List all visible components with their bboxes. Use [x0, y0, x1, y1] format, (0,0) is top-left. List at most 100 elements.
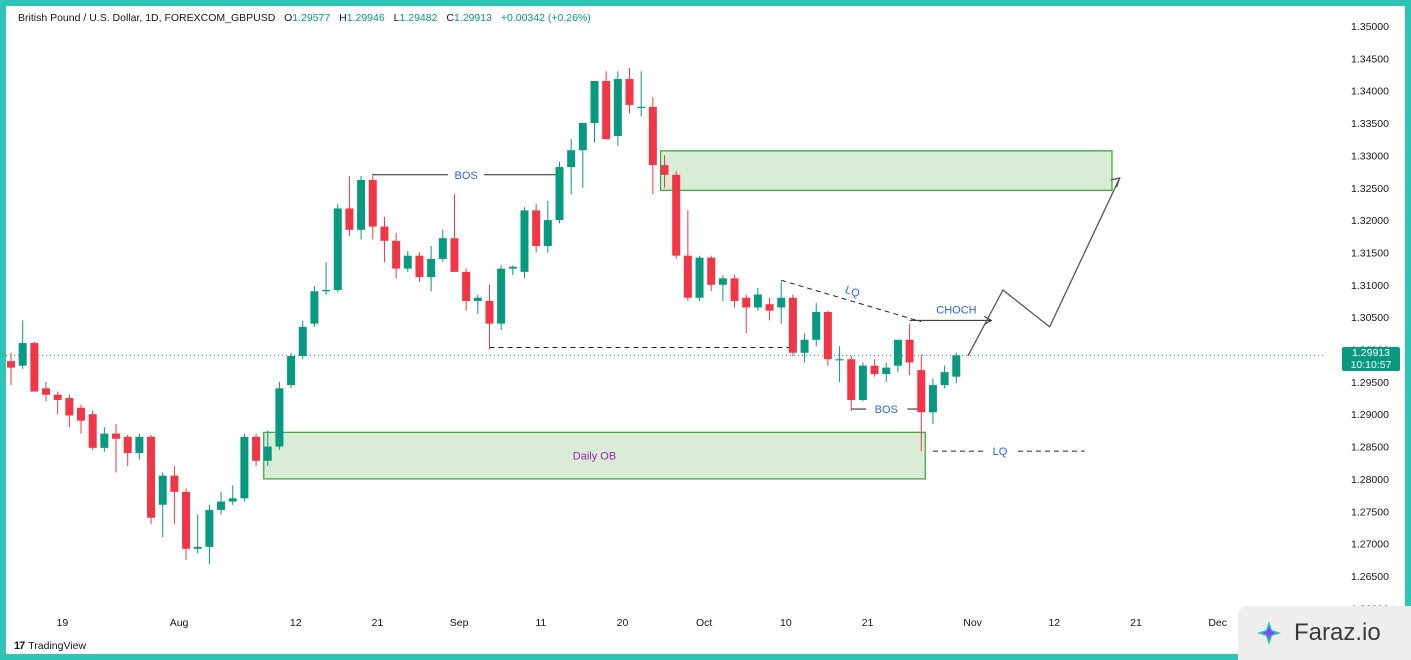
candle-body: [322, 289, 331, 292]
candle-body: [847, 359, 856, 400]
candle-body: [555, 167, 564, 221]
x-tick-label: 11: [535, 617, 546, 629]
open-label: O: [284, 12, 293, 24]
y-tick-label: 1.29500: [1351, 377, 1389, 389]
x-tick-label: Sep: [450, 617, 469, 629]
candle-body: [485, 300, 494, 324]
tradingview-logo[interactable]: 17 TradingView: [14, 640, 86, 652]
y-tick-label: 1.31000: [1351, 280, 1389, 292]
candle-body: [100, 433, 109, 448]
x-tick-label: Oct: [696, 617, 712, 629]
candle-body: [648, 106, 657, 166]
price-chart[interactable]: Daily OB BOS LQ CHOCH BOS LQ 1.35000 1.34500 1.3…: [6, 6, 1405, 654]
candle-body: [77, 407, 86, 421]
y-tick-label: 1.31500: [1351, 247, 1389, 259]
candle-body: [893, 339, 902, 366]
candle-body: [952, 355, 961, 377]
candle-body: [613, 79, 622, 136]
candle-body: [917, 370, 926, 413]
candle-body: [392, 240, 401, 269]
candle-body: [730, 278, 739, 301]
y-tick-label: 1.29000: [1351, 409, 1389, 421]
candle-body: [940, 372, 949, 386]
candle-body: [707, 257, 716, 285]
bar-countdown: 10:10:57: [1350, 359, 1392, 371]
last-price-tag: 1.29913 10:10:57: [1342, 347, 1400, 371]
x-tick-label: 20: [617, 617, 629, 629]
candle-body: [135, 436, 144, 454]
close-label: C: [446, 12, 454, 24]
candle-body: [870, 365, 879, 375]
candle-body: [217, 501, 226, 510]
candle-body: [333, 208, 342, 290]
candle-body: [788, 297, 797, 353]
candle-body: [508, 266, 517, 269]
candle-body: [567, 150, 576, 168]
candle-body: [660, 165, 669, 175]
candle-body: [602, 80, 611, 140]
candle-body: [182, 491, 191, 549]
candle-body: [53, 394, 62, 400]
candle-body: [497, 268, 506, 324]
candle-body: [205, 509, 214, 547]
y-tick-label: 1.33000: [1351, 150, 1389, 162]
candle-body: [310, 291, 319, 324]
close-value: 1.29913: [453, 12, 492, 24]
candle-body: [88, 414, 97, 448]
candle-body: [298, 326, 307, 356]
candle-body: [928, 385, 937, 413]
candle-body: [65, 398, 74, 416]
candle-body: [637, 106, 646, 109]
candle-body: [263, 446, 272, 461]
y-tick-label: 1.28500: [1351, 442, 1389, 454]
last-price: 1.29913: [1352, 347, 1390, 359]
candle-body: [158, 475, 167, 505]
bos-label-bottom: BOS: [875, 404, 898, 416]
candle-body: [718, 278, 727, 285]
daily-ob-zone: [263, 431, 926, 480]
candle-body: [427, 258, 436, 278]
y-tick-label: 1.33500: [1351, 118, 1389, 130]
candle-body: [287, 355, 296, 386]
faraz-label: Faraz.io: [1294, 619, 1381, 646]
candle-body: [193, 546, 202, 549]
x-tick-label: 12: [1048, 617, 1060, 629]
y-tick-label: 1.30500: [1351, 312, 1389, 324]
candle-body: [753, 294, 762, 308]
candle-body: [147, 436, 156, 518]
low-value: 1.29482: [399, 12, 438, 24]
y-tick-label: 1.35000: [1351, 21, 1389, 33]
candle-body: [42, 388, 51, 395]
candle-body: [345, 208, 354, 230]
candle-body: [858, 365, 867, 400]
candle-body: [672, 174, 681, 256]
x-tick-label: 21: [1130, 617, 1142, 629]
candle-body: [462, 271, 471, 301]
candle-body: [368, 179, 377, 227]
candle-body: [812, 311, 821, 340]
candle-body: [7, 361, 15, 368]
y-tick-label: 1.32000: [1351, 215, 1389, 227]
candle-body: [450, 238, 459, 272]
candle-body: [777, 297, 786, 308]
candle-body: [625, 79, 634, 105]
candle-body: [578, 123, 587, 151]
candle-body: [30, 343, 39, 392]
candle-body: [835, 359, 844, 361]
candle-body: [590, 80, 599, 124]
lq-trendline: [781, 279, 922, 323]
x-tick-label: Aug: [170, 617, 189, 629]
candle-body: [438, 238, 447, 259]
candle-body: [473, 297, 482, 301]
candle-body: [357, 179, 366, 230]
bos-label-top: BOS: [455, 170, 478, 182]
candle-body: [170, 475, 179, 492]
open-value: 1.29577: [292, 12, 331, 24]
high-label: H: [339, 12, 347, 24]
choch-label: CHOCH: [936, 304, 976, 316]
candle-body: [765, 304, 774, 311]
candle-body: [18, 343, 27, 366]
chart-frame: Daily OB BOS LQ CHOCH BOS LQ 1.35000 1.34500 1.3…: [6, 6, 1405, 654]
candle-body: [882, 367, 891, 375]
candle-body: [228, 498, 237, 502]
